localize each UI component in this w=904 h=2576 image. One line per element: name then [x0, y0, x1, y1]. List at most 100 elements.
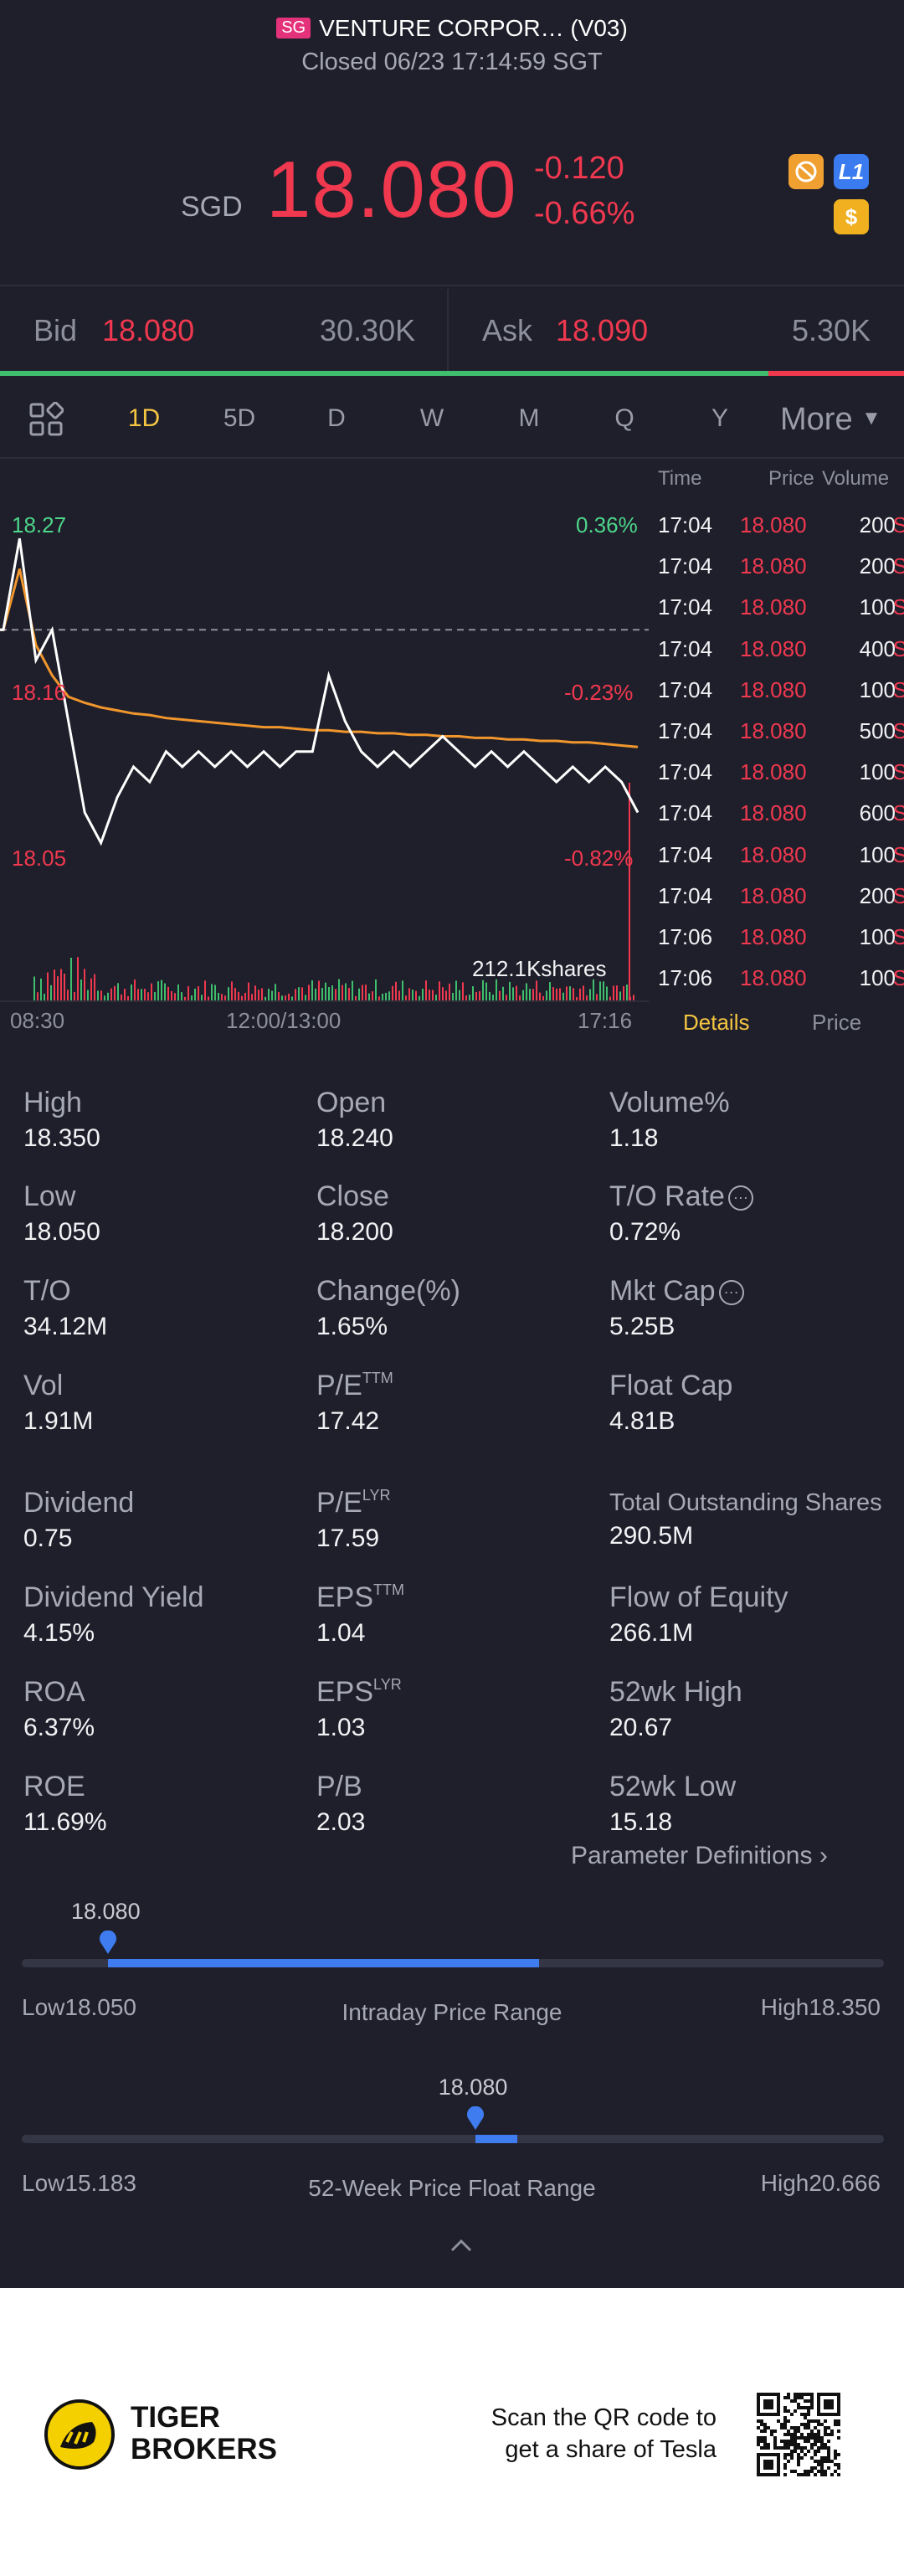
stat-value: 18.240	[316, 1124, 393, 1152]
volume-bar	[499, 990, 501, 1000]
tab-y[interactable]: Y	[711, 404, 728, 432]
volume-bar	[285, 995, 286, 1000]
tick-price: 18.080	[740, 924, 807, 949]
ask-price: 18.090	[556, 313, 649, 347]
stat-label: Close	[316, 1180, 389, 1212]
volume-bar	[445, 990, 447, 1000]
volume-bar	[64, 973, 65, 1000]
volume-bar	[529, 989, 531, 1000]
volume-bar	[542, 995, 544, 1000]
volume-bar	[60, 969, 62, 1000]
volume-bar	[419, 995, 420, 1000]
volume-bar	[110, 988, 112, 1000]
tab-details[interactable]: Details	[683, 1010, 750, 1035]
tick-price: 18.080	[740, 553, 807, 579]
qr-caption-line2: get a share of Tesla	[505, 2436, 717, 2463]
volume-bar	[134, 979, 136, 1000]
tick-price: 18.080	[740, 676, 807, 702]
tab-1d[interactable]: 1D	[127, 404, 161, 432]
volume-bar	[87, 990, 89, 1000]
time-start-label: 08:30	[10, 1008, 65, 1033]
level1-badge[interactable]: L1	[834, 154, 869, 189]
stat-mkt-cap[interactable]: Mkt Cap ··· 5.25B	[609, 1275, 894, 1341]
volume-bar	[559, 988, 561, 1000]
stat-float-cap: Float Cap 4.81B	[609, 1370, 894, 1436]
divider	[0, 285, 904, 286]
volume-bar	[586, 995, 588, 1000]
intraday-current-label: 18.080	[71, 1899, 141, 1924]
tick-volume: 100	[859, 924, 896, 949]
stat-pe-ttm: P/ETTM 17.42	[316, 1370, 601, 1436]
tick-side: S	[892, 594, 904, 620]
stat-value: 4.15%	[23, 1619, 95, 1647]
volume-bar	[405, 995, 407, 1000]
stat-value: 17.59	[316, 1525, 380, 1552]
tick-volume: 200	[859, 553, 896, 579]
stat-open: Open 18.240	[316, 1087, 601, 1153]
stat-dividend: Dividend 0.75	[23, 1487, 308, 1553]
tab-w[interactable]: W	[419, 404, 444, 432]
tick-volume: 400	[859, 635, 896, 661]
volume-bar	[512, 987, 514, 1000]
volume-bar	[415, 990, 417, 1000]
volume-bar	[589, 989, 591, 1000]
stat-high: High 18.350	[23, 1087, 308, 1153]
dollar-badge[interactable]: $	[834, 199, 869, 234]
stat-label: Mkt Cap	[609, 1275, 716, 1307]
stat-value: 6.37%	[23, 1714, 95, 1741]
volume-bar	[372, 991, 373, 1000]
stat-label: P/E	[316, 1487, 362, 1519]
tab-5d[interactable]: 5D	[223, 404, 256, 432]
stat-value: 15.18	[609, 1808, 673, 1836]
tick-time: 17:04	[658, 882, 713, 908]
stat-value: 1.18	[609, 1124, 659, 1152]
volume-bar	[77, 957, 79, 1000]
intraday-chart[interactable]	[0, 465, 649, 1005]
parameter-definitions-link[interactable]: Parameter Definitions ›	[571, 1842, 828, 1870]
tick-price: 18.080	[740, 718, 807, 743]
more-dropdown[interactable]: More ▼	[780, 402, 881, 438]
volume-bar	[131, 985, 132, 1000]
ticks-header-price: Price	[768, 467, 814, 490]
grid-icon[interactable]	[28, 401, 64, 437]
volume-bar	[67, 990, 69, 1000]
tab-d[interactable]: D	[327, 404, 346, 432]
stat-vol: Vol 1.91M	[23, 1370, 308, 1436]
stat-to-rate[interactable]: T/O Rate ··· 0.72%	[609, 1180, 894, 1247]
ellipsis-info-icon[interactable]: ···	[727, 1185, 753, 1211]
volume-bar	[211, 984, 213, 1000]
chevron-right-icon: ›	[819, 1842, 828, 1869]
volume-bar	[325, 982, 326, 1000]
volume-bar	[609, 996, 611, 1000]
volume-bar	[352, 980, 353, 1000]
tick-side: S	[892, 635, 904, 661]
tab-q[interactable]: Q	[614, 404, 634, 432]
volume-bar	[485, 982, 487, 1000]
volume-bar	[157, 981, 159, 1000]
volume-bar	[84, 969, 85, 1000]
stat-label-sup: LYR	[373, 1676, 402, 1693]
volume-bar	[378, 996, 380, 1000]
tab-m[interactable]: M	[518, 404, 540, 432]
volume-bar	[321, 988, 323, 1000]
stat-value: 1.65%	[316, 1313, 388, 1340]
tick-side: S	[892, 800, 904, 826]
ellipsis-info-icon[interactable]: ···	[718, 1280, 744, 1305]
volume-bar	[335, 989, 336, 1000]
volume-bar	[345, 983, 347, 1000]
volume-bar	[184, 996, 186, 1000]
volume-bar	[412, 990, 413, 1000]
volume-bar	[104, 995, 105, 1000]
stat-label: Dividend Yield	[23, 1581, 204, 1613]
tab-price[interactable]: Price	[812, 1010, 862, 1035]
volume-bar	[593, 979, 594, 1000]
no-short-icon[interactable]	[788, 154, 824, 189]
volume-bar	[127, 995, 129, 1000]
volume-bar	[305, 995, 306, 1000]
chevron-up-icon[interactable]	[449, 2237, 474, 2254]
tick-row: 17:04 18.080 100 S	[658, 842, 904, 883]
tick-price: 18.080	[740, 594, 807, 620]
stat-total-shares: Total Outstanding Shares 290.5M	[609, 1489, 894, 1550]
stat-label: P/B	[316, 1771, 362, 1802]
tick-side: S	[892, 841, 904, 867]
